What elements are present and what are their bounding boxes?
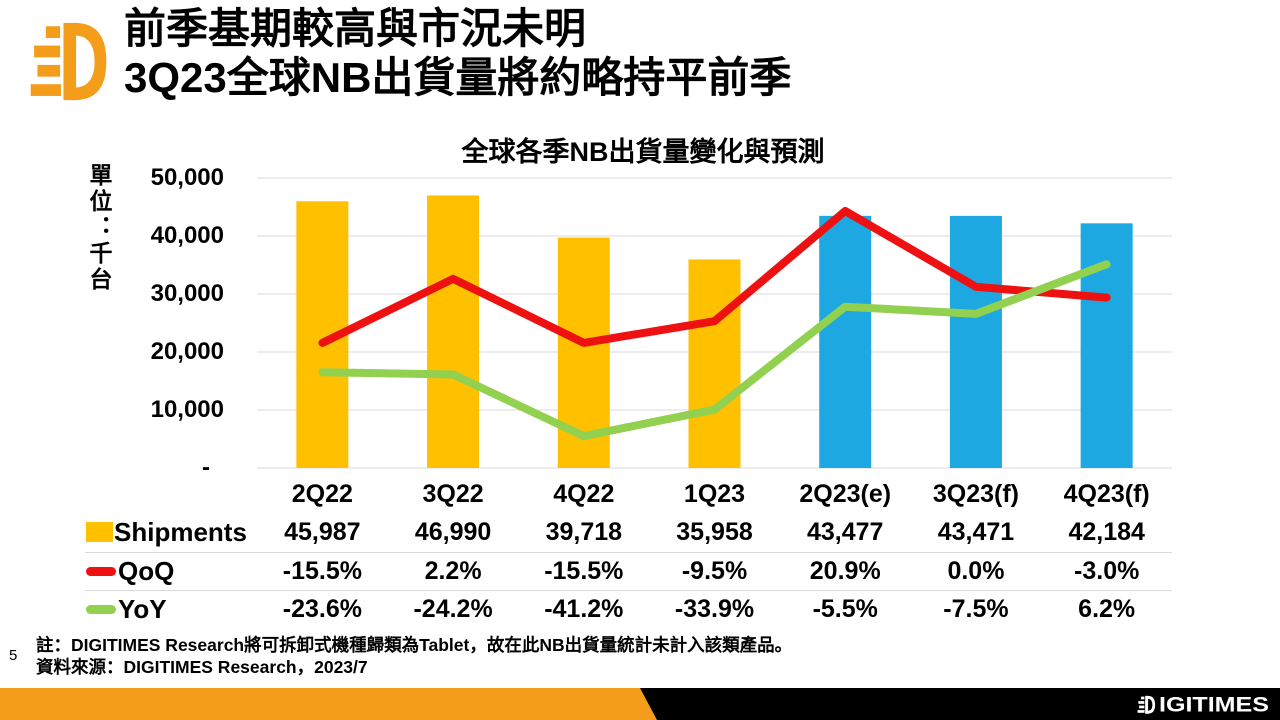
- slide-title: 前季基期較高與市況未明 3Q23全球NB出貨量將約略持平前季: [124, 4, 791, 102]
- y-axis-tick-label: 30,000: [150, 280, 224, 307]
- table-cell: 46,990: [414, 517, 492, 546]
- table-values: 45,987 46,990 39,718 35,958 43,477 43,471 42,1…: [257, 518, 1172, 547]
- slide-title-line1: 前季基期較高與市況未明: [124, 5, 587, 52]
- line-red-icon: [86, 567, 116, 576]
- table-cell: -24.2%: [413, 594, 493, 623]
- table-cell: 39,718: [545, 517, 623, 546]
- table-cell: 43,477: [807, 517, 884, 546]
- chart-plot-area: [257, 177, 1172, 469]
- footnote-line2: 資料來源：DIGITIMES Research，2023/7: [36, 657, 368, 677]
- table-cell: 42,184: [1068, 517, 1145, 546]
- legend-shipments: Shipments: [0, 517, 257, 548]
- table-values: -23.6% -24.2% -41.2% -33.9% -5.5% -7.5% 6.2%: [257, 595, 1172, 624]
- table-cell: -41.2%: [544, 594, 624, 623]
- table-cell: 6.2%: [1078, 594, 1136, 623]
- table-cell: -7.5%: [943, 594, 1009, 623]
- y-axis-tick-label: -: [202, 454, 210, 481]
- x-axis-label: 2Q23(e): [799, 480, 892, 508]
- footnote-line1: 註：DIGITIMES Research將可拆卸式機種歸類為Tablet，故在此…: [36, 635, 793, 655]
- table-cell: 0.0%: [947, 557, 1005, 585]
- table-cell: 2.2%: [424, 557, 482, 585]
- wordmark-d-icon: [1137, 695, 1156, 714]
- table-cell: -9.5%: [681, 557, 748, 585]
- x-axis-label: 2Q22: [291, 480, 353, 508]
- page-number: 5: [9, 647, 18, 664]
- table-cell: 43,471: [937, 517, 1015, 546]
- y-axis-tick-label: 40,000: [150, 222, 224, 249]
- table-cell: -15.5%: [544, 557, 624, 585]
- legend-label: YoY: [118, 593, 167, 624]
- x-axis-label: 3Q23(f): [932, 480, 1020, 508]
- x-axis-label: 4Q22: [553, 480, 615, 508]
- legend-label: Shipments: [114, 516, 247, 547]
- shipments-bar-2Q23(e): [819, 215, 872, 468]
- legend-label: QoQ: [118, 556, 175, 586]
- y-axis-tick-label: 50,000: [150, 164, 224, 191]
- table-cell: -15.5%: [282, 557, 362, 585]
- table-row-yoy: YoY -23.6% -24.2% -41.2% -33.9% -5.5% -7.5% 6.2…: [0, 591, 1172, 627]
- digitimes-wordmark: IGITIMES: [1137, 694, 1269, 717]
- footer-orange-band: [0, 688, 657, 720]
- bar-swatch-icon: [86, 522, 113, 542]
- logo-speedbar: [37, 64, 61, 77]
- logo-stem: [63, 22, 77, 101]
- line-green-icon: [86, 604, 116, 614]
- table-cell: -33.9%: [674, 594, 755, 623]
- logo-speedbar: [45, 26, 61, 38]
- y-axis-unit-label: 單位：千台: [86, 163, 112, 293]
- table-cell: -3.0%: [1074, 557, 1140, 585]
- shipments-bar-1Q23: [688, 259, 741, 468]
- table-cell: -23.6%: [282, 594, 362, 623]
- table-row-shipments: Shipments 45,987 46,990 39,718 35,958 43,477 4…: [0, 512, 1172, 552]
- logo-speedbar: [34, 45, 61, 58]
- table-separator: [85, 552, 1172, 553]
- x-axis-labels: 2Q22 3Q22 4Q22 1Q23 2Q23(e) 3Q23(f) 4Q23(f): [257, 477, 1172, 511]
- table-cell: -5.5%: [812, 594, 878, 623]
- y-axis-tick-label: 10,000: [150, 396, 224, 423]
- logo-speedbar: [30, 84, 61, 96]
- x-axis-label: 3Q22: [422, 480, 484, 508]
- slide-title-line2: 3Q23全球NB出貨量將約略持平前季: [124, 54, 792, 101]
- x-axis-label: 1Q23: [683, 480, 746, 508]
- table-cell: 45,987: [284, 517, 361, 546]
- legend-yoy: YoY: [0, 594, 257, 625]
- table-values: -15.5% 2.2% -15.5% -9.5% 20.9% 0.0% -3.0%: [257, 557, 1172, 586]
- table-row-qoq: QoQ -15.5% 2.2% -15.5% -9.5% 20.9% 0.0% -3.0%: [0, 553, 1172, 590]
- chart-title: 全球各季NB出貨量變化與預測: [461, 137, 825, 167]
- digitimes-logo: [30, 22, 107, 101]
- x-axis-label: 4Q23(f): [1063, 480, 1150, 508]
- legend-qoq: QoQ: [0, 556, 257, 587]
- y-axis-tick-label: 20,000: [150, 338, 224, 365]
- table-separator: [85, 590, 1172, 591]
- table-cell: 35,958: [676, 517, 753, 546]
- footnotes: 註：DIGITIMES Research將可拆卸式機種歸類為Tablet，故在此…: [36, 634, 792, 678]
- logo-bowl: [74, 22, 107, 101]
- table-cell: 20.9%: [809, 557, 881, 585]
- shipments-bar-3Q23(f): [949, 215, 1002, 468]
- shipments-bar-4Q23(f): [1080, 223, 1133, 468]
- yoy-line: [318, 260, 1111, 441]
- shipments-bar-3Q22: [427, 195, 480, 468]
- qoq-line: [318, 207, 1111, 347]
- wordmark-text: IGITIMES: [1159, 694, 1269, 717]
